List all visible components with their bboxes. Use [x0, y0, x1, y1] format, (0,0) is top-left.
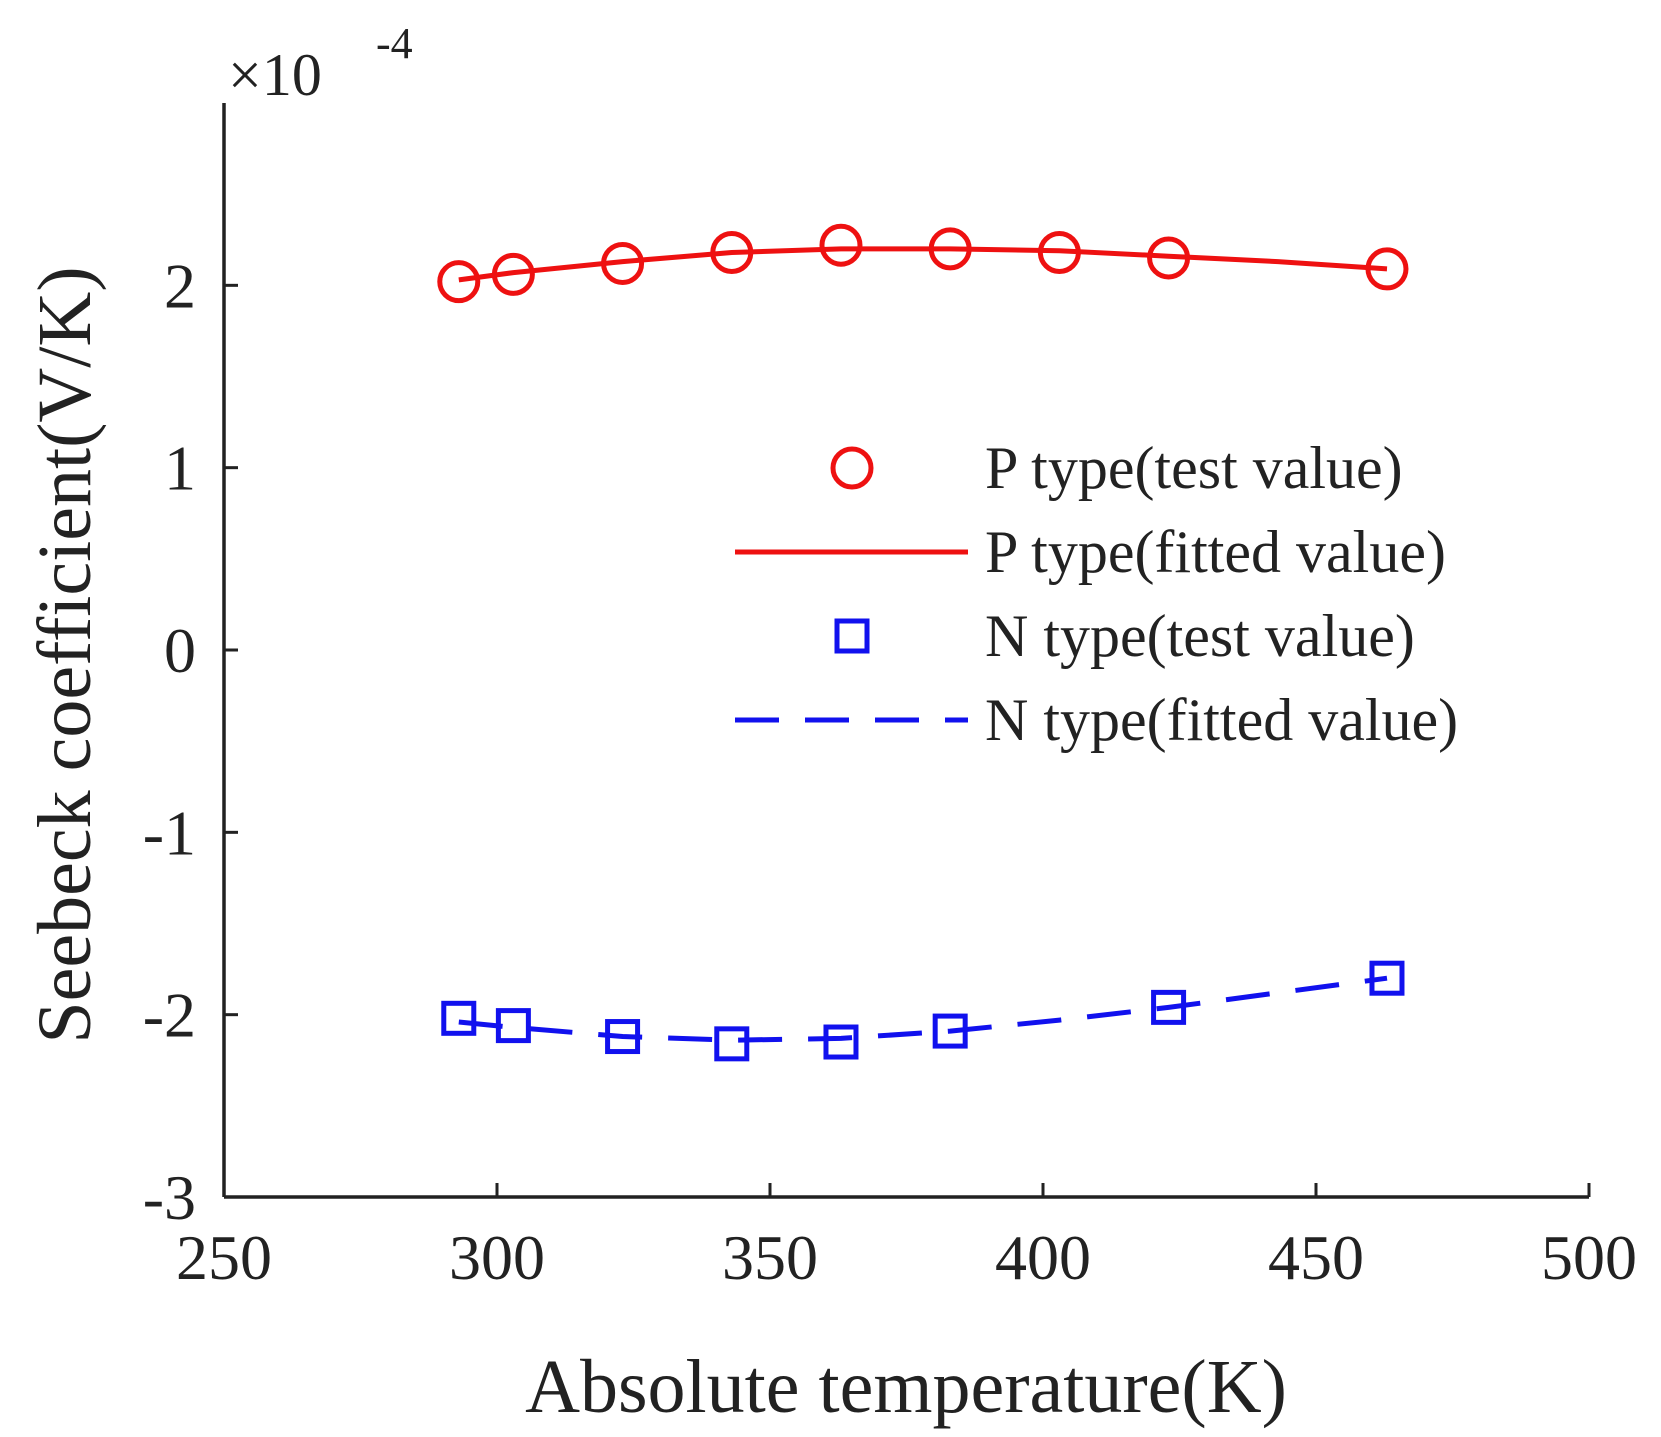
- series-group: [441, 960, 1405, 1062]
- y-ticks: -3 -2 -1 0 1 2: [143, 250, 238, 1233]
- x-tick-label: 300: [449, 1222, 545, 1293]
- series-line: [458, 975, 1388, 1043]
- y-tick-label: 2: [164, 250, 196, 321]
- legend-label: P type(test value): [985, 435, 1403, 501]
- legend: P type(test value) P type(fitted value) N …: [735, 435, 1458, 753]
- legend-label: N type(test value): [985, 603, 1415, 669]
- data-point: [437, 260, 481, 304]
- data-point: [495, 1008, 531, 1044]
- y-tick-label: -3: [143, 1162, 196, 1233]
- y-tick-label: -1: [143, 797, 196, 868]
- plot-area: [437, 223, 1409, 1062]
- x-ticks: 250 300 350 400 450 500: [176, 1183, 1637, 1293]
- y-scale-exponent: -4: [376, 19, 413, 68]
- data-point: [823, 1024, 859, 1060]
- legend-label: N type(fitted value): [985, 687, 1458, 753]
- series-group: [458, 975, 1388, 1043]
- y-tick-label: 1: [164, 433, 196, 504]
- data-point: [714, 1026, 750, 1062]
- series-line: [458, 246, 1388, 283]
- x-tick-label: 250: [176, 1222, 272, 1293]
- legend-symbol: [830, 446, 874, 490]
- legend-label: P type(fitted value): [985, 519, 1446, 585]
- y-scale-base: ×10: [228, 42, 322, 108]
- data-point: [441, 1000, 477, 1036]
- legend-symbol: [834, 618, 870, 654]
- x-tick-label: 500: [1541, 1222, 1637, 1293]
- x-tick-label: 350: [722, 1222, 818, 1293]
- data-point: [819, 223, 863, 267]
- x-tick-label: 450: [1268, 1222, 1364, 1293]
- series-group: [458, 246, 1388, 283]
- y-tick-label: 0: [164, 615, 196, 686]
- x-tick-label: 400: [995, 1222, 1091, 1293]
- x-axis-title: Absolute temperature(K): [525, 1345, 1287, 1429]
- y-axis-title: Seebeck coefficient(V/K): [23, 266, 107, 1043]
- y-tick-label: -2: [143, 980, 196, 1051]
